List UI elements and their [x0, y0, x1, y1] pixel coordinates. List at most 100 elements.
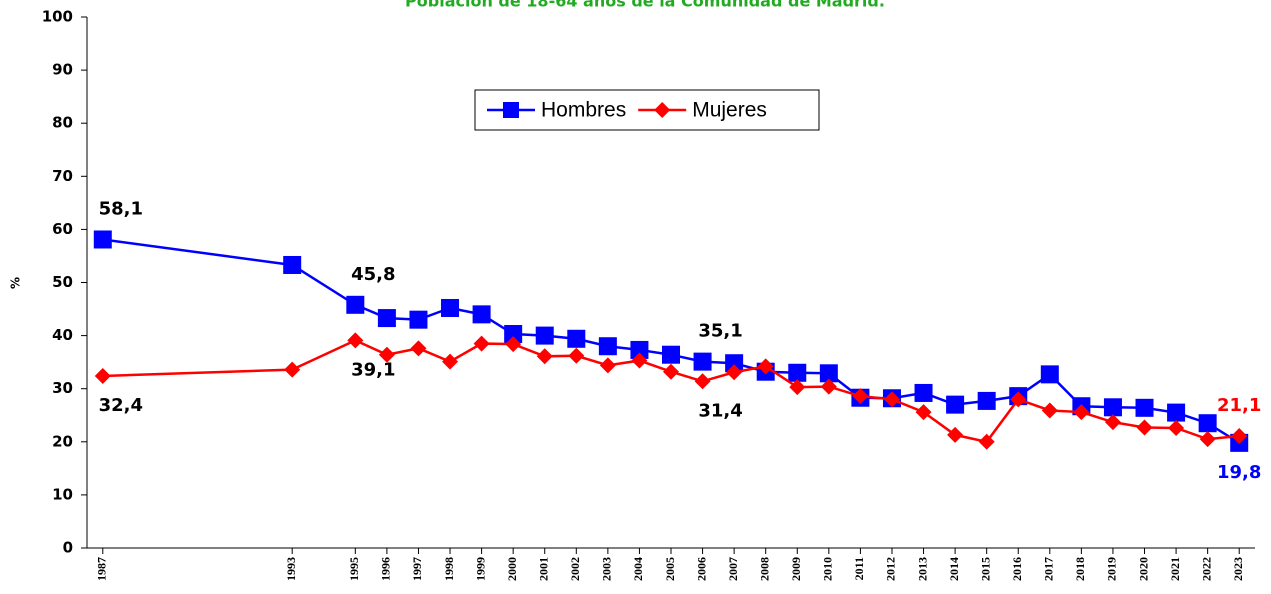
x-tick-label: 2000	[505, 557, 519, 581]
marker	[819, 364, 838, 383]
x-tick-label: 2001	[536, 557, 550, 581]
marker	[535, 326, 554, 345]
data-label: 19,8	[1217, 462, 1261, 483]
marker	[1010, 391, 1027, 408]
data-label: 39,1	[351, 359, 395, 380]
marker	[788, 363, 807, 382]
marker	[1104, 414, 1121, 431]
legend: Hombres Mujeres	[474, 89, 820, 131]
x-tick-label: 2011	[852, 557, 866, 580]
marker	[883, 391, 900, 408]
marker	[693, 352, 712, 371]
y-tick-label: 80	[52, 114, 73, 132]
marker	[947, 426, 964, 443]
marker	[1231, 427, 1248, 444]
marker	[662, 345, 680, 364]
x-tick-label: 2010	[821, 557, 835, 581]
y-tick-label: 30	[52, 379, 73, 397]
marker	[504, 325, 523, 344]
x-tick-label: 2005	[663, 557, 677, 581]
x-tick-label: 1996	[379, 557, 393, 581]
x-tick-label: 2019	[1105, 557, 1119, 581]
y-tick-label: 20	[52, 432, 73, 450]
marker	[1041, 402, 1058, 419]
marker	[789, 379, 806, 396]
data-label: 32,4	[99, 395, 143, 416]
marker	[978, 433, 995, 450]
marker	[757, 358, 774, 375]
marker	[346, 295, 365, 314]
marker	[599, 357, 616, 374]
marker	[694, 373, 711, 390]
marker	[441, 298, 460, 317]
marker	[378, 346, 395, 363]
data-label: 45,8	[351, 264, 395, 285]
x-tick-label: 2023	[1231, 557, 1245, 581]
marker	[1199, 431, 1216, 448]
marker	[473, 335, 490, 352]
marker	[1135, 398, 1154, 417]
marker	[977, 391, 996, 410]
marker	[505, 336, 522, 353]
marker	[914, 383, 933, 402]
x-tick-label: 2014	[947, 557, 961, 581]
marker	[630, 340, 649, 359]
marker	[852, 388, 869, 405]
marker	[1198, 414, 1217, 433]
marker	[1073, 404, 1090, 421]
marker	[409, 310, 428, 329]
x-tick-label: 2015	[978, 557, 992, 581]
y-tick-label: 90	[52, 61, 73, 79]
x-tick-label: 2009	[789, 557, 803, 581]
legend-marker	[503, 102, 519, 118]
x-tick-label: 1999	[473, 557, 487, 581]
x-tick-label: 2018	[1073, 557, 1087, 581]
marker	[946, 395, 965, 414]
marker	[1167, 403, 1186, 422]
data-label: 31,4	[698, 400, 742, 421]
y-tick-label: 100	[42, 8, 73, 26]
x-tick-label: 2016	[1010, 557, 1024, 581]
data-label: 35,1	[698, 321, 742, 342]
marker	[472, 305, 491, 324]
marker	[567, 329, 586, 348]
y-tick-label: 50	[52, 273, 73, 291]
legend-marker	[654, 102, 671, 118]
marker	[1168, 419, 1185, 436]
marker	[1040, 365, 1059, 384]
marker	[377, 309, 396, 328]
marker	[283, 255, 302, 274]
y-tick-label: 60	[52, 220, 73, 238]
x-tick-label: 2022	[1199, 557, 1213, 581]
x-tick-label: 2006	[694, 557, 708, 581]
x-tick-label: 1987	[95, 557, 109, 581]
marker	[410, 340, 427, 357]
x-tick-label: 2020	[1136, 557, 1150, 581]
marker	[536, 348, 553, 365]
marker	[915, 404, 932, 421]
marker	[93, 230, 112, 249]
chart-title: Población de 18-64 años de la Comunidad …	[405, 0, 885, 11]
marker	[94, 367, 111, 384]
x-tick-label: 2002	[568, 557, 582, 581]
y-tick-label: 10	[52, 485, 73, 503]
marker	[1136, 419, 1153, 436]
marker	[284, 361, 301, 378]
marker	[725, 354, 744, 373]
legend-label: Mujeres	[692, 99, 767, 122]
x-tick-label: 1997	[410, 557, 424, 581]
x-tick-label: 2008	[757, 557, 771, 581]
marker	[1103, 398, 1122, 417]
marker	[726, 364, 743, 381]
marker	[820, 378, 837, 395]
marker	[663, 363, 679, 380]
legend-label: Hombres	[541, 99, 626, 122]
x-tick-label: 2004	[631, 557, 645, 581]
x-tick-label: 2003	[600, 557, 614, 581]
x-tick-label: 1998	[442, 557, 456, 581]
y-tick-label: 40	[52, 326, 73, 344]
x-tick-label: 2021	[1168, 557, 1182, 581]
x-tick-label: 2012	[884, 557, 898, 581]
x-tick-label: 2013	[915, 557, 929, 581]
